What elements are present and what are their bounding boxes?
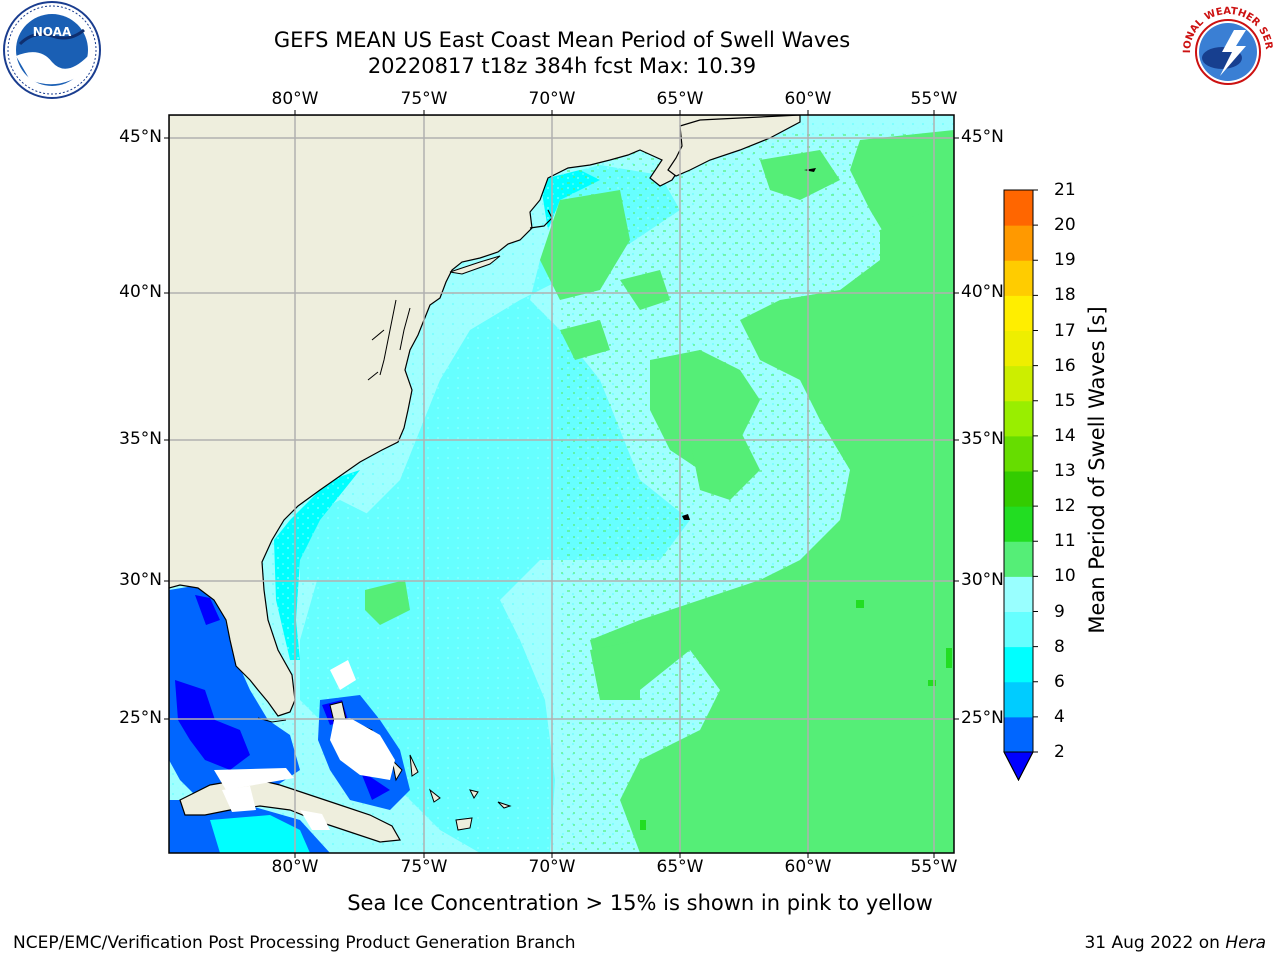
lon-label-bottom-75w: 75°W: [400, 857, 448, 877]
bahamas-under-2s: [322, 700, 390, 800]
gulf-under-2s: [175, 595, 250, 770]
lat-label-right-30n: 30°N: [961, 570, 1004, 590]
credit-line: NCEP/EMC/Verification Post Processing Pr…: [13, 933, 576, 953]
colorbar-under-arrow: [1003, 751, 1034, 782]
colorbar-tick-label: 14: [1054, 425, 1076, 446]
caribbean-4-6s: [210, 815, 310, 853]
colorbar-tick-label: 6: [1054, 671, 1065, 692]
speckle-green-texture: [560, 130, 954, 853]
colorbar-label: Mean Period of Swell Waves [s]: [1085, 306, 1109, 634]
colorbar-segment: [1004, 330, 1033, 367]
graticule: [169, 115, 954, 853]
title-line-1: GEFS MEAN US East Coast Mean Period of S…: [273, 28, 851, 52]
lat-label-right-25n: 25°N: [961, 708, 1004, 728]
lat-label-left-35n: 35°N: [119, 429, 162, 449]
colorbar-tick-label: 15: [1054, 390, 1076, 411]
colorbar-segment: [1004, 681, 1033, 718]
cape-cod: [529, 209, 553, 229]
colorbar-frame: [1003, 189, 1034, 782]
map-ticks: [164, 110, 959, 858]
lon-label-top-55w: 55°W: [910, 89, 958, 109]
colorbar-tick-label: 11: [1054, 531, 1076, 552]
colorbar-segment: [1004, 260, 1033, 296]
colorbar-segment: [1004, 611, 1033, 648]
colorbar-segment: [1004, 471, 1033, 507]
colorbar-tick-label: 16: [1054, 355, 1076, 376]
colorbar-tick-label: 19: [1054, 250, 1076, 271]
lon-label-top-65w: 65°W: [656, 89, 704, 109]
colorbar-segment: [1004, 576, 1033, 612]
land-nova-scotia: [667, 115, 801, 177]
colorbar-segment: [1004, 225, 1033, 261]
nws-logo: NATIONAL WEATHER SERVICE: [1176, 0, 1276, 100]
colorbar-tick-label: 12: [1054, 496, 1076, 517]
map-frame: [168, 114, 955, 854]
colorbar-tick-label: 2: [1054, 742, 1065, 762]
colorbar-segment: [1004, 295, 1033, 331]
long-island: [449, 255, 501, 275]
lon-label-bottom-80w: 80°W: [271, 857, 319, 877]
lon-label-top-75w: 75°W: [400, 89, 448, 109]
colorbar-segment: [1004, 190, 1033, 226]
lat-label-right-35n: 35°N: [961, 429, 1004, 449]
colorbar-tick-label: 4: [1054, 706, 1065, 727]
lat-label-left-25n: 25°N: [119, 708, 162, 728]
colorbar-tick-label: 10: [1054, 566, 1076, 587]
lon-label-bottom-70w: 70°W: [528, 857, 576, 877]
lon-label-bottom-55w: 55°W: [910, 857, 958, 877]
lon-label-bottom-65w: 65°W: [656, 857, 704, 877]
colorbar-segment: [1004, 716, 1033, 753]
colorbar-tick-label: 18: [1054, 285, 1076, 306]
lat-label-right-45n: 45°N: [961, 127, 1004, 147]
colorbar-segment: [1004, 365, 1033, 402]
colorbar-segment: [1004, 506, 1033, 542]
colorbar-tick-label: 21: [1054, 180, 1076, 200]
colorbar-tick-label: 20: [1054, 215, 1076, 236]
colorbar-segment: [1004, 541, 1033, 577]
colorbar-segment: [1004, 646, 1033, 683]
sea-ice-note: Sea Ice Concentration > 15% is shown in …: [347, 891, 933, 915]
colorbar-tick-label: 9: [1054, 601, 1065, 622]
lon-label-top-70w: 70°W: [528, 89, 576, 109]
lat-label-right-40n: 40°N: [961, 282, 1004, 302]
lat-label-left-45n: 45°N: [119, 127, 162, 147]
colorbar-segment: [1004, 435, 1033, 472]
date-stamp: 31 Aug 2022 on Hera: [1084, 933, 1266, 953]
sable-island: [804, 168, 816, 172]
colorbar-tick-label: 13: [1054, 461, 1076, 481]
chesapeake-bay: [367, 299, 411, 381]
swell-spots-10-11s: [640, 600, 952, 830]
colorbar-tick-label: 17: [1054, 320, 1076, 341]
colorbar-tick-label: 8: [1054, 636, 1065, 657]
lat-label-left-40n: 40°N: [119, 282, 162, 302]
svg-text:NOAA: NOAA: [33, 25, 72, 39]
lat-label-left-30n: 30°N: [119, 570, 162, 590]
title-line-2: 20220817 t18z 384h fcst Max: 10.39: [367, 54, 757, 78]
colorbar-segment: [1004, 400, 1033, 437]
bermuda-island: [682, 514, 690, 520]
noaa-logo: NOAA: [3, 1, 101, 99]
no-data-shallow: [214, 660, 395, 830]
lon-label-top-60w: 60°W: [784, 89, 832, 109]
lon-label-top-80w: 80°W: [271, 89, 319, 109]
lon-label-bottom-60w: 60°W: [784, 857, 832, 877]
date-text: 31 Aug 2022 on: [1084, 933, 1226, 953]
machine-name: Hera: [1225, 933, 1266, 953]
land-north-america: [169, 115, 802, 717]
